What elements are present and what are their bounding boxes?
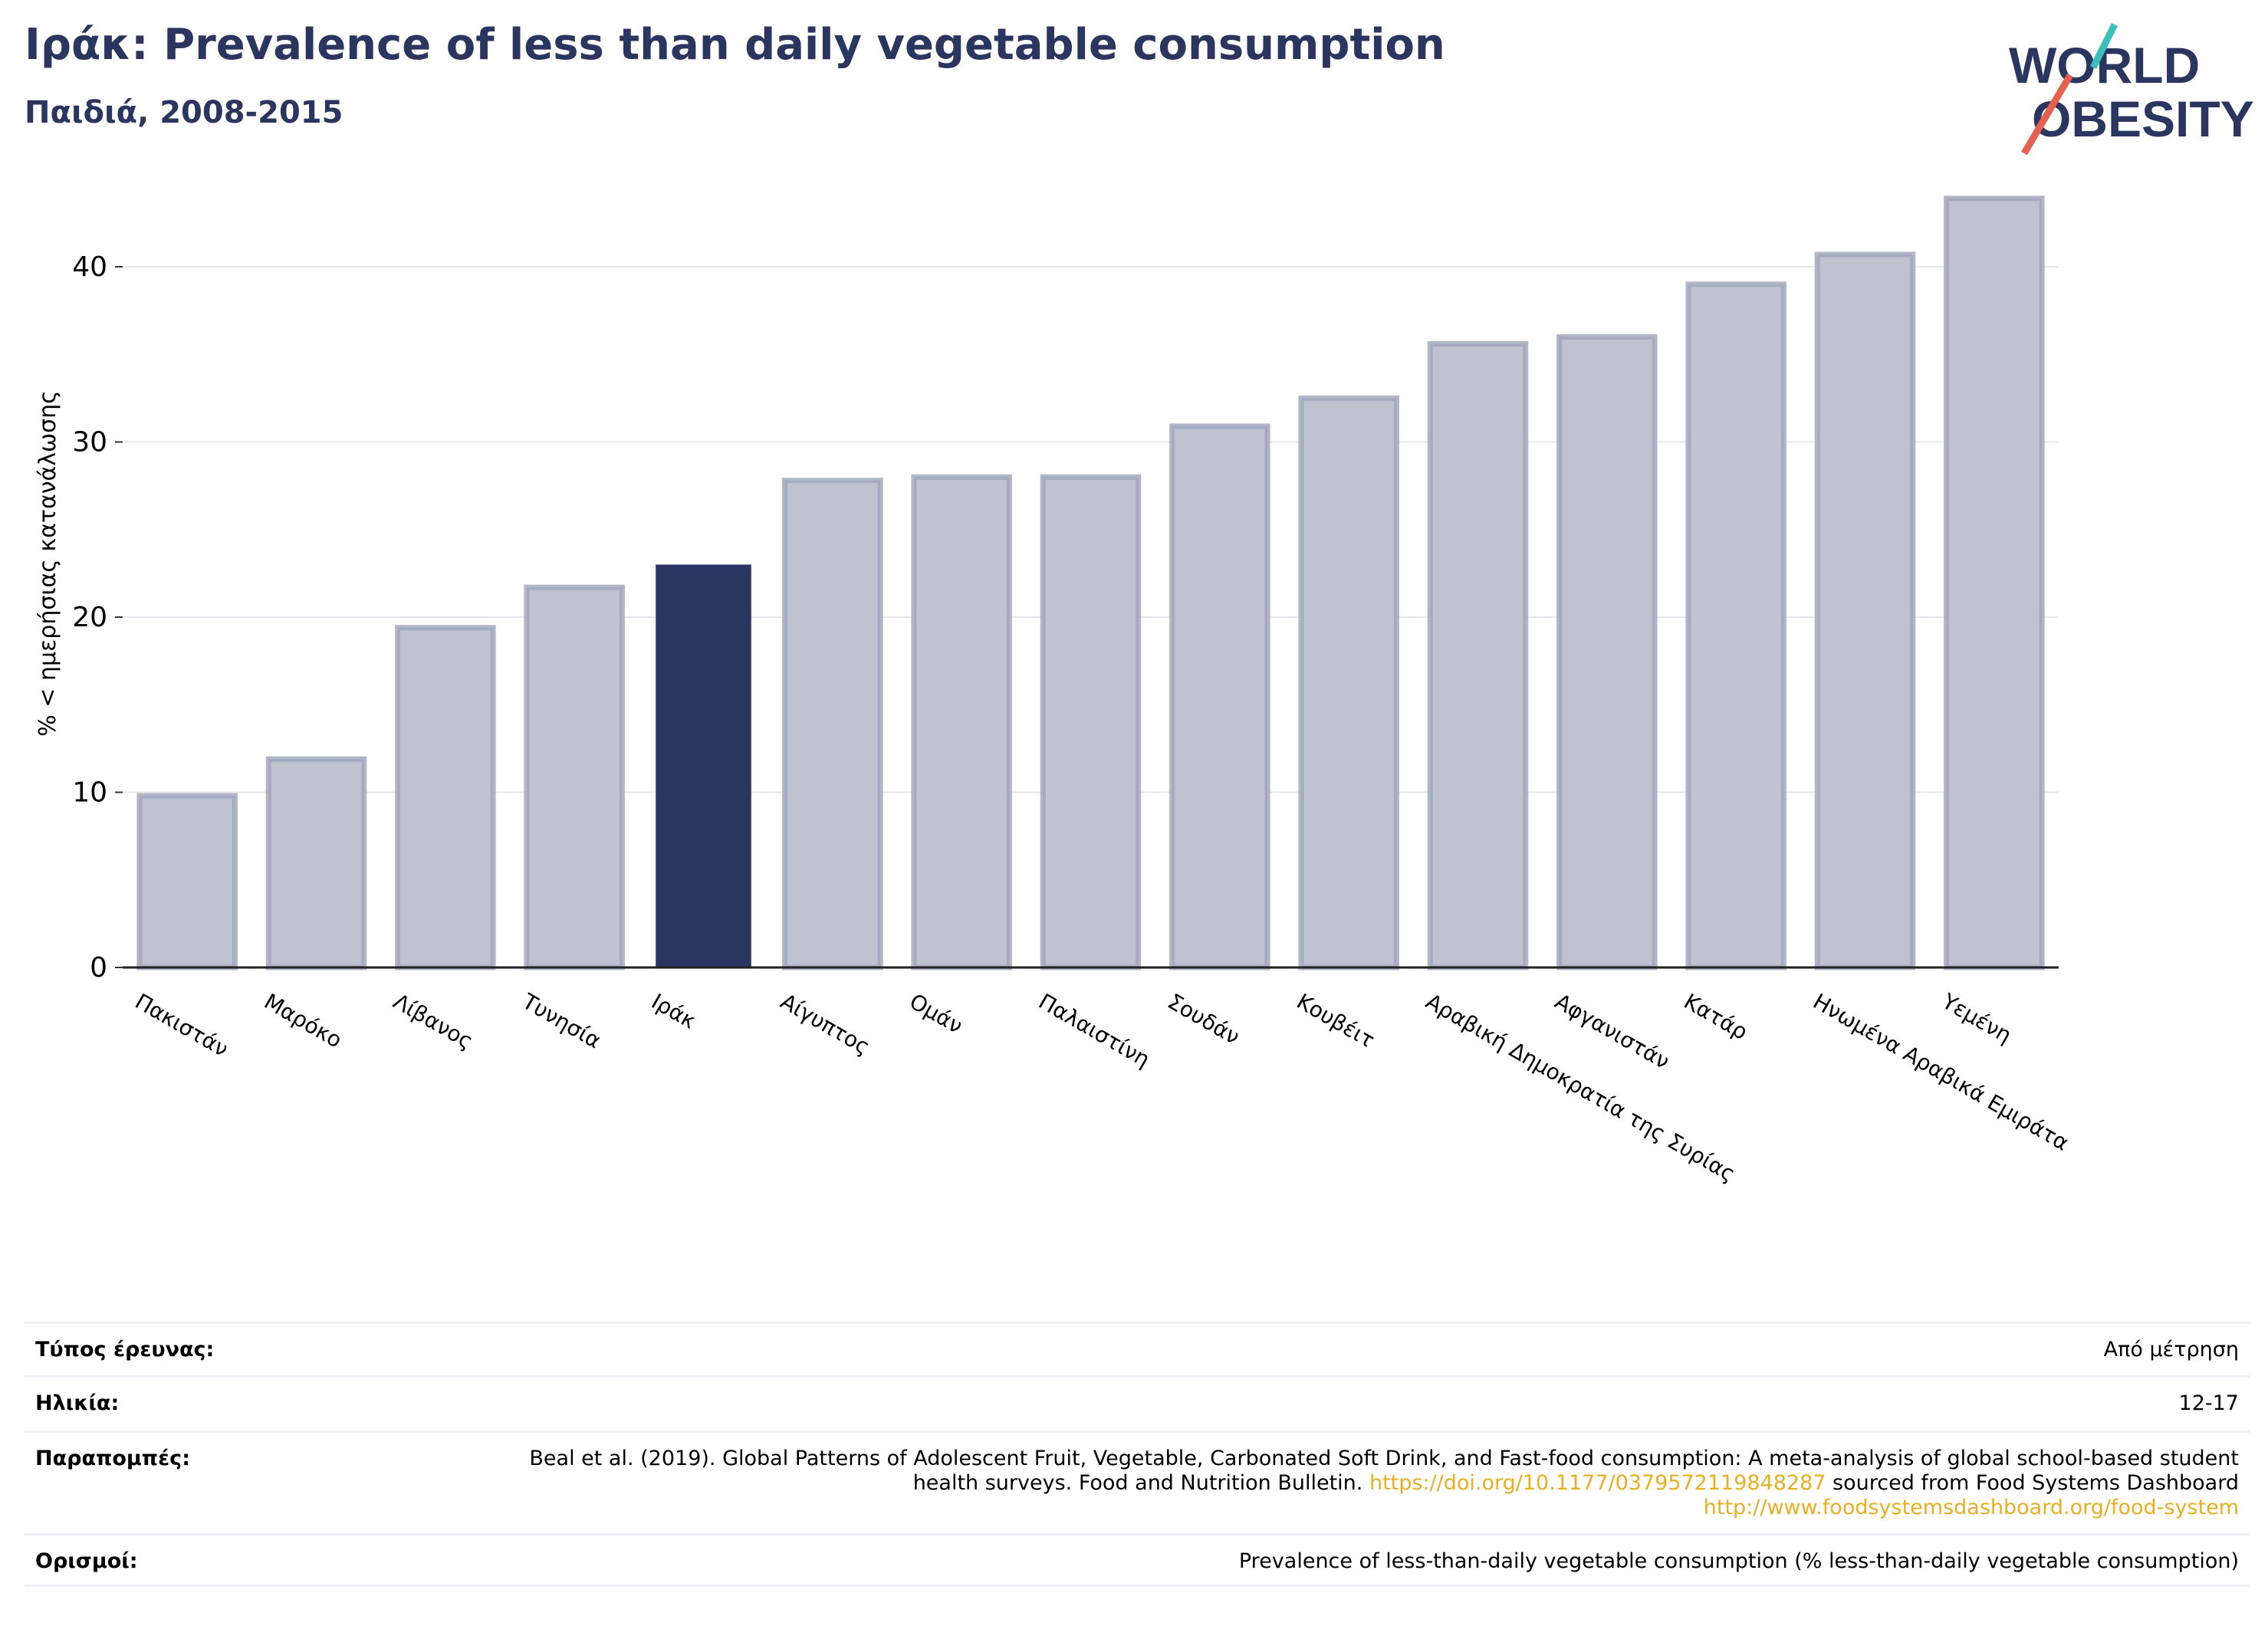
y-tick-label: 10 <box>72 777 107 809</box>
reference-link[interactable]: http://www.foodsystemsdashboard.org/food… <box>1703 1496 2239 1519</box>
bar <box>1169 423 1270 971</box>
bar <box>911 474 1012 971</box>
chart-title: Ιράκ: Prevalence of less than daily vege… <box>25 20 1445 70</box>
x-axis: Πακιστάν Μαρόκο Λίβανος Τυνησία Ιράκ Αίγυπτος… <box>123 966 2073 1187</box>
info-table: Τύπος έρευνας: Από μέτρηση Ηλικία: 12-17 Παρ… <box>25 1322 2250 1587</box>
info-value: Από μέτρηση <box>2103 1338 2239 1362</box>
x-tick-label: Μαρόκο <box>260 988 347 1053</box>
bar-chart: 0 10 20 30 40 Πακιστάν Μαρόκο Λίβανος Τυνησία Ιρ… <box>35 195 2073 1187</box>
info-key: Ορισμοί: <box>35 1549 138 1573</box>
bar <box>395 625 496 971</box>
reference-link[interactable]: https://doi.org/10.1177/0379572119848287 <box>1369 1471 1826 1495</box>
info-key: Ηλικία: <box>35 1391 120 1415</box>
y-tick-label: 30 <box>72 427 107 458</box>
info-row: Παραπομπές: Beal et al. (2019). Global Pa… <box>25 1431 2250 1533</box>
x-tick-label: Ηνωμένα Αραβικά Εμιράτα <box>1809 988 2073 1155</box>
x-tick-label: Ομάν <box>906 988 968 1039</box>
logo-slash-red <box>2021 73 2073 156</box>
info-value: Beal et al. (2019). Global Patterns of A… <box>475 1433 2239 1533</box>
y-axis: 0 10 20 30 40 <box>72 251 123 984</box>
bar <box>265 756 367 971</box>
x-tick-label: Υεμένη <box>1937 988 2016 1048</box>
info-value: 12-17 <box>2178 1391 2239 1415</box>
bar <box>1814 251 1916 971</box>
bar <box>1944 195 2045 971</box>
bar <box>1556 333 1658 971</box>
x-tick-label: Αίγυπτος <box>776 988 874 1059</box>
logo-slash-teal <box>2089 22 2118 70</box>
y-tick-label: 20 <box>72 602 107 633</box>
bar <box>524 584 625 971</box>
bar <box>782 478 883 971</box>
bar <box>136 793 238 971</box>
y-tick-label: 0 <box>90 952 107 984</box>
info-key: Παραπομπές: <box>35 1447 190 1470</box>
bars <box>136 195 2045 971</box>
info-value: Prevalence of less-than-daily vegetable … <box>1238 1549 2239 1573</box>
bar <box>1685 281 1786 971</box>
y-axis-label: % < ημερήσιας κατανάλωσης <box>35 390 61 737</box>
info-row: Τύπος έρευνας: Από μέτρηση <box>25 1322 2250 1375</box>
y-tick-label: 40 <box>72 251 107 283</box>
info-row: Ηλικία: 12-17 <box>25 1375 2250 1431</box>
x-tick-label: Πακιστάν <box>131 988 233 1062</box>
x-tick-label: Παλαιστίνη <box>1034 988 1154 1072</box>
chart-subtitle: Παιδιά, 2008-2015 <box>25 95 343 130</box>
reference-text: Beal et al. (2019). Global Patterns of A… <box>529 1447 2239 1495</box>
info-key: Τύπος έρευνας: <box>35 1338 215 1362</box>
logo-word-obesity: OBESITY <box>2032 90 2254 147</box>
x-tick-label: Ιράκ <box>647 988 700 1033</box>
bar <box>1427 341 1529 971</box>
bar <box>656 564 751 967</box>
bar <box>1298 395 1399 971</box>
x-tick-label: Κουβέιτ <box>1293 988 1379 1053</box>
world-obesity-logo: WORLD OBESITY <box>2009 22 2254 156</box>
reference-text: sourced from Food Systems Dashboard <box>1826 1471 2239 1495</box>
x-tick-label: Σουδάν <box>1163 988 1244 1050</box>
x-tick-label: Τυνησία <box>518 988 606 1053</box>
bar <box>1040 474 1142 971</box>
x-tick-label: Κατάρ <box>1680 988 1752 1045</box>
info-row: Ορισμοί: Prevalence of less-than-daily ve… <box>25 1533 2250 1587</box>
x-tick-label: Λίβανος <box>389 988 477 1054</box>
x-tick-label: Αφγανιστάν <box>1550 988 1674 1074</box>
